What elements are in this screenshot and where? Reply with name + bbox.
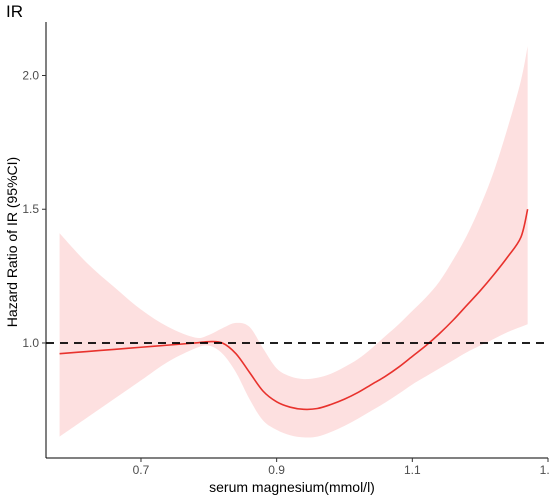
axes-layer [45,22,548,459]
x-tick-label: 0.9 [268,463,285,477]
y-tick-label: 2.0 [22,68,39,82]
x-tick-label: 1.1 [404,463,421,477]
x-tick-label: 1.3 [540,463,550,477]
x-tick-label: 0.7 [133,463,150,477]
y-tick-label: 1.5 [22,202,39,216]
plot-title: IR [6,2,23,21]
y-axis-title: Hazard Ratio of IR (95%CI) [4,157,20,327]
y-tick-label: 1.0 [22,336,39,350]
curve-layer [59,209,529,411]
confidence-band [59,46,528,438]
hazard-ratio-curve [59,209,529,411]
ticks-layer: 0.7 0.9 1.1 1.3 1.0 1.5 2.0 [22,68,550,477]
confidence-band-layer [59,46,528,438]
x-axis-title: serum magnesium(mmol/l) [209,479,375,495]
